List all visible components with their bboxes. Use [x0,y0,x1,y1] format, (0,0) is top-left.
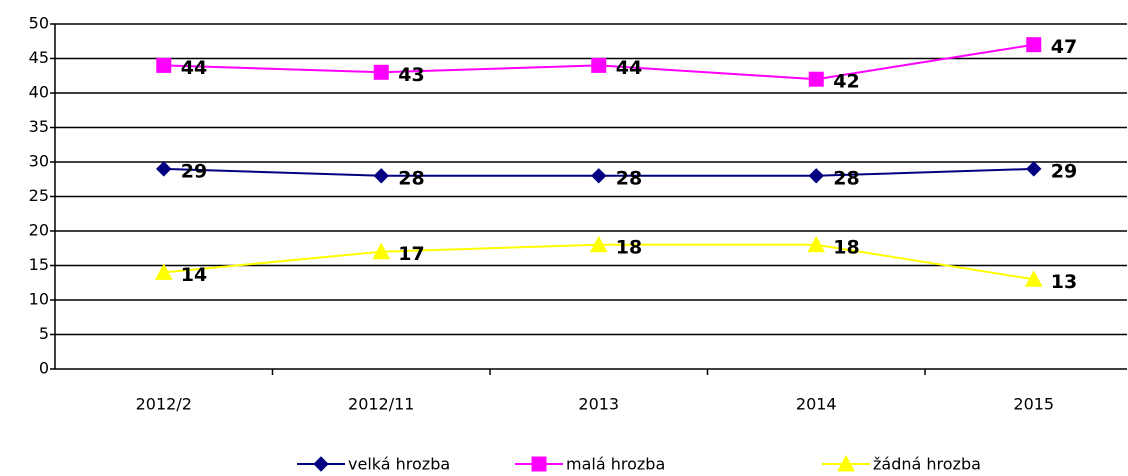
data-label: 18 [833,236,859,258]
y-tick-label: 10 [29,290,49,309]
data-label: 18 [616,236,642,258]
y-tick-label: 25 [29,186,49,205]
data-label: 43 [398,64,424,86]
marker [591,168,607,184]
marker [156,161,172,177]
marker [313,456,329,472]
marker [807,235,826,253]
data-label: 13 [1051,271,1077,293]
marker [837,454,855,472]
marker [808,71,824,87]
y-tick-label: 20 [29,221,49,240]
marker [1026,37,1042,53]
data-label: 44 [181,57,207,79]
data-label: 29 [1051,160,1077,182]
y-tick-label: 50 [29,14,49,33]
y-tick-label: 40 [29,83,49,102]
marker [808,168,824,184]
x-tick-label: 2012/11 [348,395,414,414]
x-tick-label: 2014 [796,395,837,414]
marker [1024,270,1043,287]
legend-label: velká hrozba [348,455,450,474]
marker [373,168,389,184]
marker [1026,161,1042,177]
marker [372,242,391,260]
x-tick-label: 2013 [578,395,619,414]
y-tick-label: 30 [29,152,49,171]
marker [154,263,173,280]
data-label: 28 [833,167,859,189]
legend-label: žádná hrozba [873,455,981,474]
y-tick-label: 5 [39,324,49,343]
marker [531,456,547,472]
data-label: 42 [833,71,859,93]
x-tick-label: 2015 [1013,395,1054,414]
data-label: 47 [1051,36,1077,58]
y-tick-label: 15 [29,255,49,274]
data-label: 28 [616,167,642,189]
marker [373,64,389,80]
y-tick-label: 0 [39,359,49,378]
marker [589,235,608,253]
data-label: 28 [398,167,424,189]
legend-label: malá hrozba [566,455,665,474]
y-tick-label: 45 [29,48,49,67]
marker [156,57,172,73]
x-tick-label: 2012/2 [136,395,192,414]
data-label: 29 [181,160,207,182]
marker [591,57,607,73]
data-label: 17 [398,243,424,265]
data-label: 14 [181,264,207,286]
data-label: 44 [616,57,642,79]
y-tick-label: 35 [29,117,49,136]
